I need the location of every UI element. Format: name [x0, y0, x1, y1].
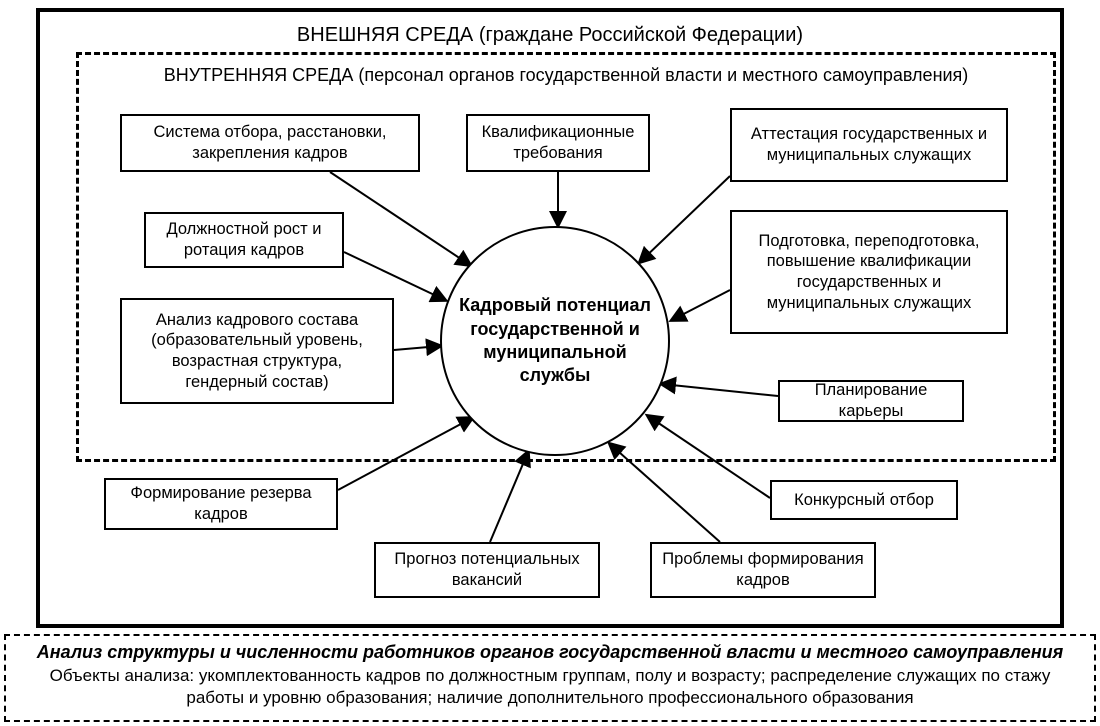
- box-growth-rotation: Должностной рост и ротация кадров: [144, 212, 344, 268]
- box-label: Конкурсный отбор: [794, 490, 934, 511]
- box-selection-system: Система отбора, расстановки, закрепления…: [120, 114, 420, 172]
- box-reserve-formation: Формирование резерва кадров: [104, 478, 338, 530]
- box-competitive: Конкурсный отбор: [770, 480, 958, 520]
- box-career-planning: Планирование карьеры: [778, 380, 964, 422]
- bottom-body: Объекты анализа: укомплектованность кадр…: [24, 665, 1076, 709]
- box-formation-problems: Проблемы формирования кадров: [650, 542, 876, 598]
- box-label: Система отбора, расстановки, закрепления…: [132, 122, 408, 163]
- box-label: Прогноз потенциальных вакансий: [386, 549, 588, 590]
- box-training: Подготовка, переподготовка, повышение кв…: [730, 210, 1008, 334]
- box-label: Подготовка, переподготовка, повышение кв…: [742, 231, 996, 314]
- box-qualification-req: Квалификационные требования: [466, 114, 650, 172]
- box-vacancy-forecast: Прогноз потенциальных вакансий: [374, 542, 600, 598]
- box-label: Проблемы формирования кадров: [662, 549, 864, 590]
- box-label: Квалификационные требования: [478, 122, 638, 163]
- center-circle: Кадровый потенциал государственной и мун…: [440, 226, 670, 456]
- center-label: Кадровый потенциал государственной и мун…: [452, 294, 658, 388]
- box-label: Должностной рост и ротация кадров: [156, 219, 332, 260]
- bottom-analysis-box: Анализ структуры и численности работнико…: [4, 634, 1096, 722]
- box-label: Аттестация государственных и муниципальн…: [742, 124, 996, 165]
- bottom-title: Анализ структуры и численности работнико…: [24, 642, 1076, 663]
- box-label: Формирование резерва кадров: [116, 483, 326, 524]
- box-label: Анализ кадрового состава (образовательны…: [132, 310, 382, 393]
- outer-title: ВНЕШНЯЯ СРЕДА (граждане Российской Федер…: [40, 24, 1060, 47]
- box-staff-analysis: Анализ кадрового состава (образовательны…: [120, 298, 394, 404]
- inner-title: ВНУТРЕННЯЯ СРЕДА (персонал органов госуд…: [79, 65, 1053, 86]
- box-attestation: Аттестация государственных и муниципальн…: [730, 108, 1008, 182]
- box-label: Планирование карьеры: [790, 380, 952, 421]
